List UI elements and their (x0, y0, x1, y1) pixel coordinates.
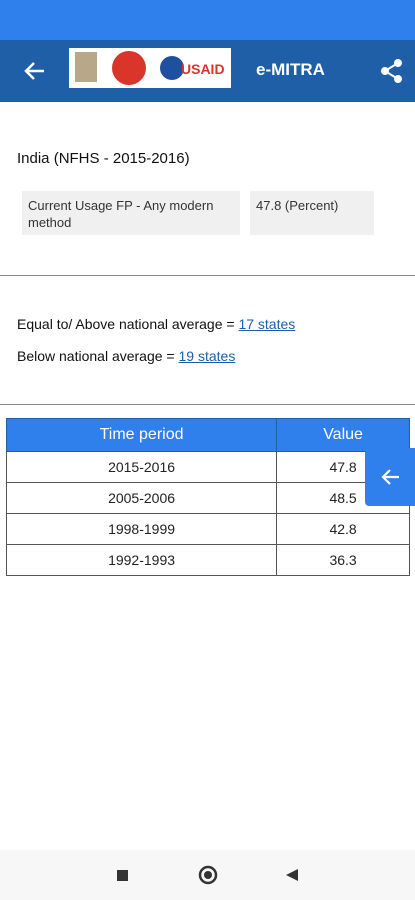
table-cell: 42.8 (276, 513, 410, 545)
table-row: 1992-1993 36.3 (5, 544, 410, 576)
table-body: 2015-2016 47.8 2005-2006 48.5 1998-1999 42.8 1… (5, 451, 410, 576)
above-label: Equal to/ Above national average = (17, 316, 235, 332)
floating-button[interactable] (365, 448, 415, 506)
app-title: e-MITRA (256, 60, 325, 79)
table-cell: 1998-1999 (5, 513, 278, 545)
data-table: Time period Value 2015-2016 47.8 2005-2006 4… (5, 418, 410, 576)
app-bar: USAID e-MITRA (0, 40, 415, 102)
below-label: Below national average = (17, 348, 175, 364)
table-cell: 1992-1993 (5, 544, 278, 576)
divider (0, 275, 415, 276)
above-row: Equal to/ Above national average = 17 st… (17, 316, 295, 332)
logo-art: USAID (75, 51, 225, 85)
back-nav-button[interactable] (286, 869, 298, 881)
fab-icon (381, 469, 399, 485)
back-button[interactable] (22, 60, 46, 82)
home-dot (204, 871, 212, 879)
table-row: 2015-2016 47.8 (5, 451, 410, 483)
below-row: Below national average = 19 states (17, 348, 235, 364)
nav-bar (0, 850, 415, 900)
table-header: Time period Value (5, 418, 410, 452)
above-link[interactable]: 17 states (238, 316, 296, 332)
share-button[interactable] (380, 58, 404, 84)
status-bar (0, 0, 415, 40)
table-cell: 36.3 (276, 544, 410, 576)
home-button[interactable] (198, 865, 218, 885)
divider (0, 404, 415, 405)
table-row: 1998-1999 42.8 (5, 513, 410, 545)
table-row: 2005-2006 48.5 (5, 482, 410, 514)
indicator-box: Current Usage FP - Any modern method (22, 191, 240, 235)
recents-button[interactable] (117, 870, 128, 881)
value-box: 47.8 (Percent) (250, 191, 374, 235)
table-cell: 2015-2016 (5, 451, 278, 483)
region-heading: India (NFHS - 2015-2016) (17, 150, 190, 167)
column-header: Value (276, 418, 410, 452)
nav-icons (117, 865, 298, 885)
below-link[interactable]: 19 states (178, 348, 236, 364)
table-cell: 2005-2006 (5, 482, 278, 514)
logo-text: USAID (181, 61, 225, 77)
logo: USAID (69, 48, 231, 88)
column-header: Time period (5, 418, 278, 452)
